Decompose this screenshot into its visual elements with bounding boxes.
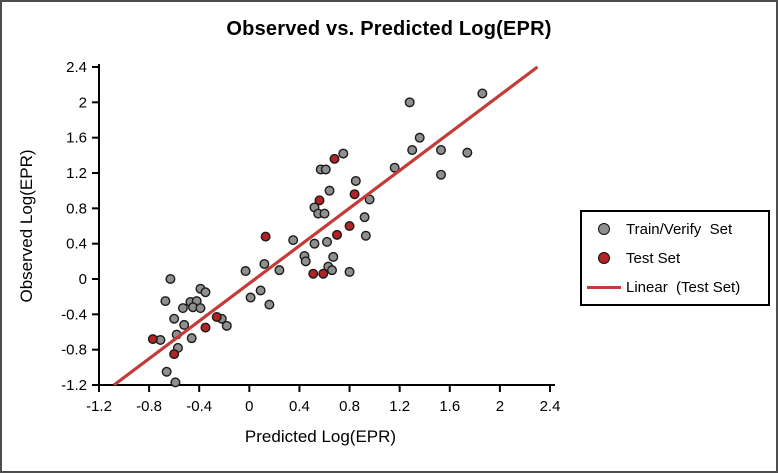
- test-point: [329, 153, 340, 164]
- y-tick-label: 1.6: [66, 130, 87, 147]
- train-point: [338, 148, 349, 159]
- train-point: [324, 185, 335, 196]
- train-point: [414, 132, 425, 143]
- train-point: [288, 235, 299, 246]
- train-point: [404, 97, 415, 108]
- train-point: [462, 147, 473, 158]
- train-point: [264, 299, 275, 310]
- trend-line-marker-icon: [587, 285, 621, 289]
- x-tick-label: 1.6: [439, 398, 460, 415]
- train-point: [200, 287, 211, 298]
- y-tick-label: 2: [79, 94, 87, 111]
- y-tick-label: -0.4: [61, 306, 87, 323]
- x-tick-label: -0.4: [186, 398, 212, 415]
- y-tick-label: -0.8: [61, 342, 87, 359]
- y-tick-label: 0: [79, 271, 87, 288]
- train-point: [359, 212, 370, 223]
- x-tick-label: 2.4: [540, 398, 561, 415]
- train-point: [344, 266, 355, 277]
- train-point: [407, 145, 418, 156]
- legend-item-train-verify-set: Train/Verify Set: [582, 218, 760, 240]
- test-point: [211, 311, 222, 322]
- train-point: [300, 256, 311, 267]
- train-point: [240, 266, 251, 277]
- x-tick-label: 2: [496, 398, 504, 415]
- legend-label-train-verify-set: Train/Verify Set: [626, 220, 733, 238]
- y-tick-label: 1.2: [66, 165, 87, 182]
- x-tick-label: -0.8: [136, 398, 162, 415]
- train-point: [165, 274, 176, 285]
- chart-title: Observed vs. Predicted Log(EPR): [226, 18, 552, 40]
- legend-label-test-set: Test Set: [626, 249, 681, 267]
- train-point: [364, 194, 375, 205]
- test-point: [349, 189, 360, 200]
- test-point: [314, 195, 325, 206]
- test-point: [332, 229, 343, 240]
- train-point: [255, 285, 266, 296]
- legend-label-linear-test-set: Linear (Test Set): [626, 278, 741, 296]
- y-tick-label: 2.4: [66, 59, 87, 76]
- train-point: [319, 208, 330, 219]
- train-point: [320, 164, 331, 175]
- train-point: [245, 292, 256, 303]
- x-tick-label: -1.2: [86, 398, 112, 415]
- x-tick-label: 0: [245, 398, 253, 415]
- train-point: [161, 366, 172, 377]
- x-tick-label: 1.2: [389, 398, 410, 415]
- x-tick-label: 0.4: [289, 398, 310, 415]
- train-set-marker-icon: [598, 223, 610, 235]
- train-point: [170, 377, 181, 388]
- y-tick-label: -1.2: [61, 377, 87, 394]
- x-tick-label: 0.8: [339, 398, 360, 415]
- test-point: [308, 268, 319, 279]
- train-point: [259, 258, 270, 269]
- train-point: [179, 319, 190, 330]
- test-point: [318, 268, 329, 279]
- train-point: [328, 251, 339, 262]
- train-point: [274, 265, 285, 276]
- chart-legend: Train/Verify Set Test Set Linear (Test S…: [580, 210, 770, 306]
- train-point: [327, 265, 338, 276]
- train-point: [160, 296, 171, 307]
- y-tick-label: 0.8: [66, 200, 87, 217]
- test-point: [344, 220, 355, 231]
- test-point: [200, 322, 211, 333]
- train-point: [221, 320, 232, 331]
- legend-item-linear-test-set: Linear (Test Set): [582, 276, 760, 298]
- train-point: [322, 236, 333, 247]
- trend-line: [113, 65, 539, 387]
- train-point: [436, 169, 447, 180]
- train-point: [350, 175, 361, 186]
- train-point: [195, 303, 206, 314]
- test-set-marker-icon: [598, 252, 610, 264]
- test-point: [260, 231, 271, 242]
- train-point: [309, 238, 320, 249]
- train-point: [169, 313, 180, 324]
- test-point: [147, 334, 158, 345]
- train-point: [177, 303, 188, 314]
- test-point: [169, 349, 180, 360]
- x-axis-title: Predicted Log(EPR): [245, 427, 396, 446]
- train-point: [186, 333, 197, 344]
- y-axis-title: Observed Log(EPR): [17, 149, 36, 302]
- legend-item-test-set: Test Set: [582, 247, 760, 269]
- train-point: [389, 162, 400, 173]
- y-tick-label: 0.4: [66, 236, 87, 253]
- train-point: [360, 230, 371, 241]
- train-point: [477, 88, 488, 99]
- train-point: [436, 145, 447, 156]
